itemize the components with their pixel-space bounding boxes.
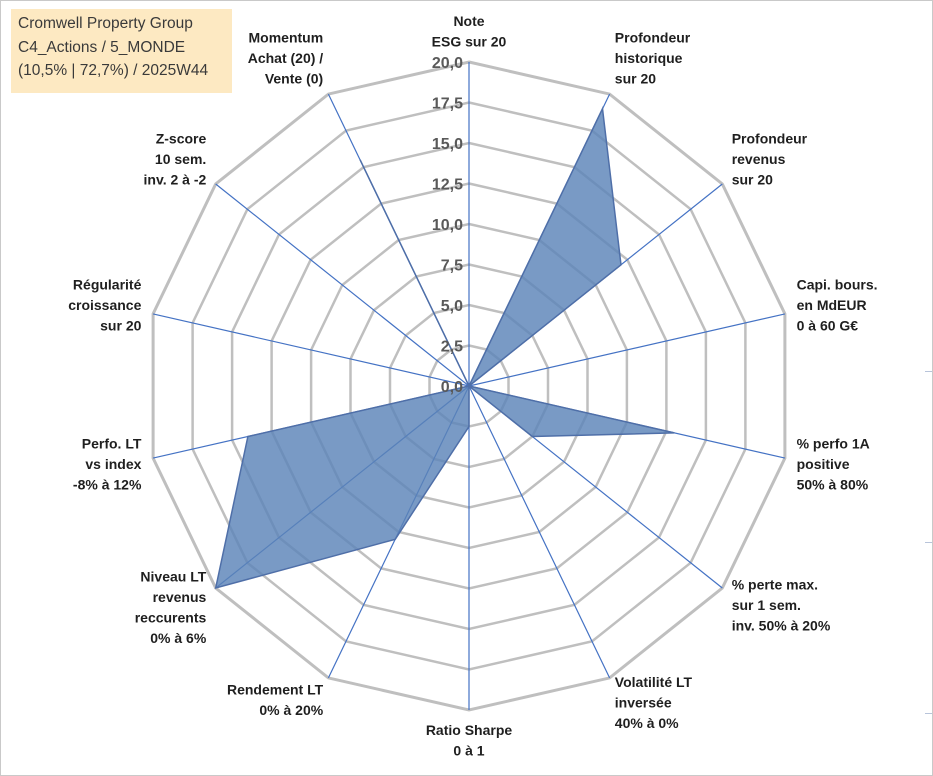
series-layer <box>214 106 675 590</box>
axis-label-line: Vente (0) <box>265 71 323 87</box>
axis-label: Z-score 10 sem. inv. 2 à -2 <box>144 131 207 188</box>
axis-label-line: croissance <box>68 297 141 313</box>
axis-label: Perfo. LT vs index -8% à 12% <box>73 436 142 493</box>
axis-label-line: revenus <box>153 589 207 605</box>
radial-tick-label: 17,5 <box>432 96 463 113</box>
axis-label-line: Profondeur <box>732 131 808 147</box>
axis-label-line: Momentum <box>249 30 324 46</box>
axis-label: Niveau LT revenus reccurents 0% à 6% <box>135 568 207 646</box>
axis-label-line: inv. 50% à 20% <box>732 618 831 634</box>
axis-label: % perfo 1A positive 50% à 80% <box>797 436 870 493</box>
axis-label-line: revenus <box>732 151 786 167</box>
axis-label-line: sur 20 <box>100 317 141 333</box>
axis-spoke <box>468 385 611 679</box>
axis-label: Régularité croissance sur 20 <box>68 276 141 333</box>
axis-label-line: 0 à 60 G€ <box>797 317 859 333</box>
axis-label: Profondeur revenus sur 20 <box>732 131 808 188</box>
tick-layer: 0,0 2,5 5,0 7,5 10,0 12,5 15,0 17,5 20,0 <box>432 55 463 396</box>
axis-label-line: Volatilité LT <box>615 674 693 690</box>
axis-label-line: Ratio Sharpe <box>426 722 513 738</box>
axis-label-line: 0 à 1 <box>453 743 484 759</box>
axis-label-line: sur 1 sem. <box>732 597 801 613</box>
data-series-area <box>214 106 675 590</box>
axis-label-line: Capi. bours. <box>797 276 878 292</box>
axis-spoke <box>468 313 786 387</box>
score-and-week: (10,5% | 72,7%) / 2025W44 <box>18 62 209 79</box>
axis-label-line: Profondeur <box>615 30 691 46</box>
axis-label: Ratio Sharpe 0 à 1 <box>426 722 513 759</box>
frame-edge-mark <box>925 713 932 714</box>
axis-label: Volatilité LT inversée 40% à 0% <box>615 674 693 731</box>
axis-label-line: sur 20 <box>732 172 773 188</box>
axis-label: Capi. bours. en MdEUR 0 à 60 G€ <box>797 276 878 333</box>
radial-tick-label: 12,5 <box>432 177 463 194</box>
axis-label: Note ESG sur 20 <box>432 13 507 50</box>
axis-label-line: Rendement LT <box>227 681 324 697</box>
axis-label-line: -8% à 12% <box>73 477 142 493</box>
axis-label-line: Régularité <box>73 276 142 292</box>
radial-tick-label: 0,0 <box>441 379 463 396</box>
axis-label-line: 50% à 80% <box>797 477 869 493</box>
chart-title-box: Cromwell Property Group C4_Actions / 5_M… <box>11 9 232 93</box>
axis-label-line: 40% à 0% <box>615 715 679 731</box>
axis-label-line: historique <box>615 50 683 66</box>
axis-label-line: Niveau LT <box>140 568 206 584</box>
axis-label-line: ESG sur 20 <box>432 34 507 50</box>
axis-label: Momentum Achat (20) / Vente (0) <box>248 30 324 87</box>
radial-tick-label: 20,0 <box>432 55 463 72</box>
axis-label-line: 0% à 20% <box>259 702 323 718</box>
axis-spoke <box>152 313 470 387</box>
axis-label-line: en MdEUR <box>797 297 867 313</box>
axis-label-line: 0% à 6% <box>150 630 207 646</box>
axis-label-line: Z-score <box>156 131 207 147</box>
axis-label-line: Achat (20) / <box>248 50 324 66</box>
axis-label-line: Perfo. LT <box>82 436 142 452</box>
radial-tick-label: 7,5 <box>441 258 463 275</box>
radial-tick-label: 10,0 <box>432 217 463 234</box>
axis-label-line: Note <box>453 13 484 29</box>
axis-label-line: inv. 2 à -2 <box>144 172 207 188</box>
radial-tick-label: 5,0 <box>441 298 463 315</box>
axis-label-line: inversée <box>615 695 672 711</box>
axis-spoke <box>215 183 470 387</box>
axis-label-line: reccurents <box>135 609 207 625</box>
axis-label-line: % perte max. <box>732 577 818 593</box>
frame-edge-mark <box>925 542 932 543</box>
axis-label-line: positive <box>797 456 850 472</box>
frame-edge-mark <box>925 371 932 372</box>
axis-label: Profondeur historique sur 20 <box>615 30 691 87</box>
company-name: Cromwell Property Group <box>18 15 193 32</box>
radial-tick-label: 15,0 <box>432 136 463 153</box>
axis-label-line: 10 sem. <box>155 151 206 167</box>
label-layer: Note ESG sur 20 Profondeur historique sur 20… <box>68 13 877 759</box>
radial-tick-label: 2,5 <box>441 339 463 356</box>
axis-label-line: vs index <box>85 456 141 472</box>
axis-label-line: sur 20 <box>615 71 656 87</box>
axis-label: % perte max. sur 1 sem. inv. 50% à 20% <box>732 577 831 634</box>
axis-label-line: % perfo 1A <box>797 436 870 452</box>
axis-label: Rendement LT 0% à 20% <box>227 681 324 718</box>
category-path: C4_Actions / 5_MONDE <box>18 38 186 56</box>
